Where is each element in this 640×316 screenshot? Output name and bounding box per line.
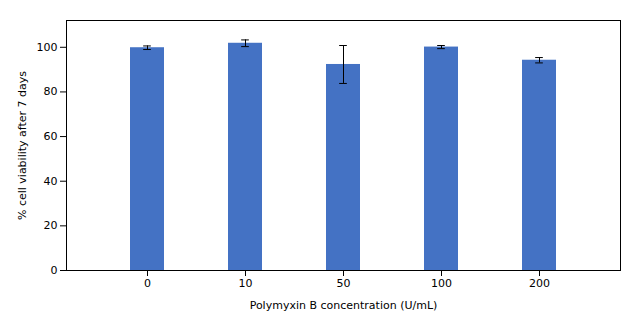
svg-text:% cell viability after 7 days: % cell viability after 7 days <box>16 71 29 220</box>
svg-text:0: 0 <box>51 264 58 277</box>
svg-text:50: 50 <box>337 277 351 290</box>
svg-text:60: 60 <box>44 130 58 143</box>
svg-text:0: 0 <box>144 277 151 290</box>
svg-text:80: 80 <box>44 85 58 98</box>
svg-text:20: 20 <box>44 219 58 232</box>
svg-text:Polymyxin B concentration (U/m: Polymyxin B concentration (U/mL) <box>250 299 438 312</box>
svg-text:40: 40 <box>44 175 58 188</box>
svg-text:10: 10 <box>239 277 253 290</box>
svg-text:100: 100 <box>37 41 58 54</box>
svg-text:100: 100 <box>431 277 452 290</box>
svg-text:200: 200 <box>529 277 550 290</box>
